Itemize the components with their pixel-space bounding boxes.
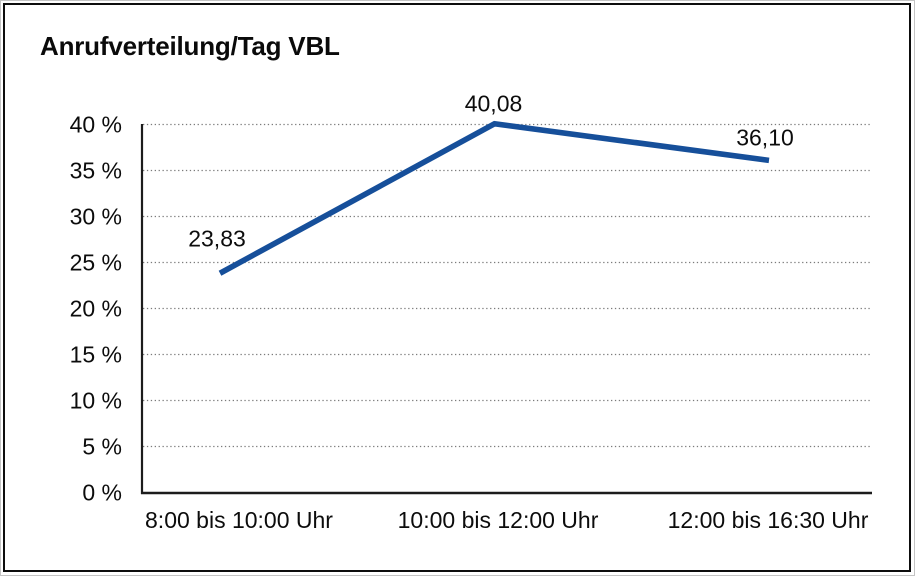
y-axis-tick-label: 20 % [70, 296, 122, 322]
y-axis-tick-label: 0 % [82, 480, 122, 506]
x-axis-category-label: 8:00 bis 10:00 Uhr [145, 507, 333, 533]
y-axis-tick-label: 40 % [70, 112, 122, 138]
y-axis-tick-label: 35 % [70, 158, 122, 184]
y-axis-tick-label: 10 % [70, 388, 122, 414]
x-axis-category-label: 12:00 bis 16:30 Uhr [668, 507, 869, 533]
y-axis-tick-label: 5 % [82, 434, 122, 460]
chart-title: Anrufverteilung/Tag VBL [40, 31, 340, 61]
data-series-line [218, 120, 770, 276]
data-point-label: 23,83 [188, 225, 246, 251]
y-axis-tick-label: 25 % [70, 250, 122, 276]
data-point-label: 36,10 [736, 124, 794, 150]
data-point-label: 40,08 [465, 90, 523, 116]
x-axis-category-label: 10:00 bis 12:00 Uhr [398, 507, 599, 533]
y-axis-tick-label: 15 % [70, 342, 122, 368]
y-axis-tick-label: 30 % [70, 204, 122, 230]
